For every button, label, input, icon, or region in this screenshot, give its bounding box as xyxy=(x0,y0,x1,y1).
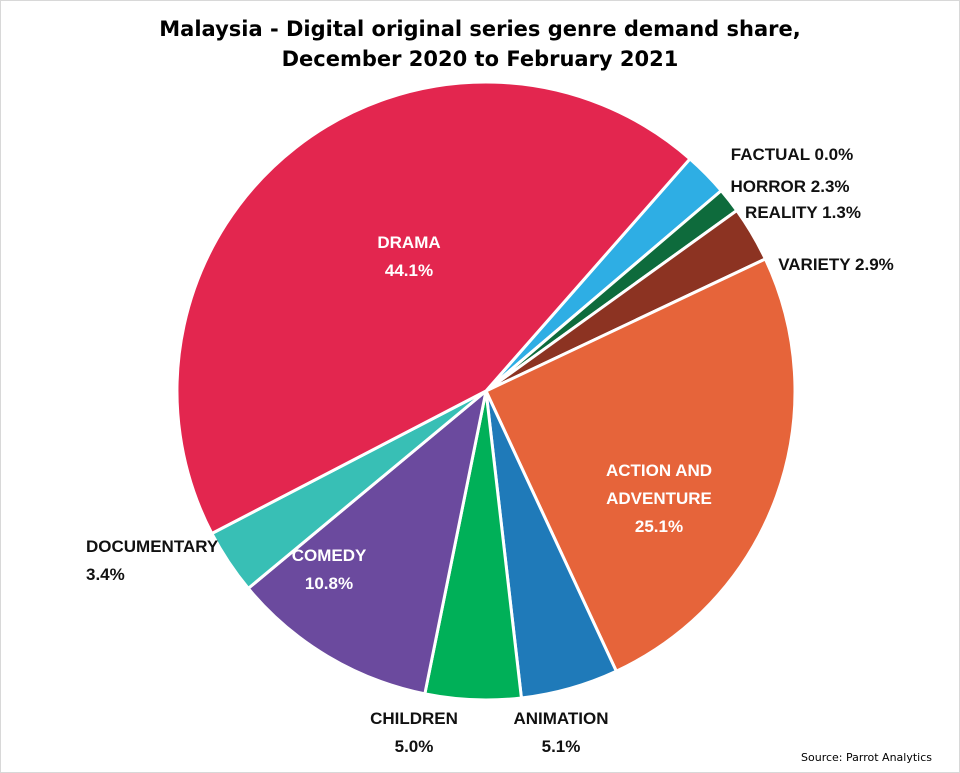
pie-slice-action-and-adventure xyxy=(484,257,797,673)
source-note: Source: Parrot Analytics xyxy=(801,751,932,764)
slice-label-action-and-adventure: ACTION AND ADVENTURE 25.1% xyxy=(606,461,712,536)
slice-label-reality: REALITY 1.3% xyxy=(745,203,861,222)
slice-label-variety: VARIETY 2.9% xyxy=(778,255,894,274)
slice-label-horror: HORROR 2.3% xyxy=(730,177,849,196)
chart-title-line-2: December 2020 to February 2021 xyxy=(281,47,679,71)
pie-slice-drama xyxy=(175,80,692,535)
slice-label-children: CHILDREN 5.0% xyxy=(370,709,458,756)
slice-label-animation: ANIMATION 5.1% xyxy=(513,709,608,756)
chart-title-line-1: Malaysia - Digital original series genre… xyxy=(159,17,801,41)
slice-label-documentary: DOCUMENTARY 3.4% xyxy=(86,537,219,584)
slice-label-factual: FACTUAL 0.0% xyxy=(731,145,854,164)
pie-slice-comedy xyxy=(246,389,488,696)
slice-label-comedy: COMEDY 10.8% xyxy=(292,546,367,593)
slice-label-drama: DRAMA 44.1% xyxy=(377,233,440,280)
